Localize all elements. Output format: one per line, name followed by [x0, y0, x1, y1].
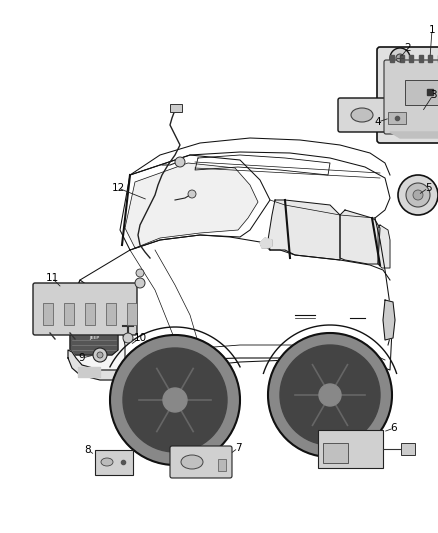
Bar [106, 303, 116, 325]
Bar [78, 367, 100, 377]
Text: JEEP: JEEP [89, 336, 99, 340]
FancyBboxPatch shape [384, 60, 438, 134]
Circle shape [93, 348, 107, 362]
Bar [64, 303, 74, 325]
Bar [43, 303, 53, 325]
Bar [399, 55, 403, 62]
Circle shape [97, 352, 103, 358]
FancyBboxPatch shape [377, 47, 438, 143]
Text: 6: 6 [391, 423, 397, 433]
Circle shape [87, 297, 103, 313]
Text: 2: 2 [405, 43, 411, 53]
Circle shape [280, 345, 380, 445]
Circle shape [123, 333, 133, 343]
Bar [405, 80, 438, 105]
Bar [318, 430, 383, 468]
Circle shape [175, 157, 185, 167]
Polygon shape [340, 210, 380, 264]
FancyBboxPatch shape [33, 283, 137, 335]
Bar [218, 459, 226, 471]
Circle shape [110, 335, 240, 465]
Bar [323, 443, 348, 463]
Polygon shape [68, 280, 125, 378]
Circle shape [406, 183, 430, 207]
Bar [401, 443, 415, 455]
Bar [428, 55, 432, 62]
Polygon shape [70, 320, 118, 355]
Circle shape [136, 269, 144, 277]
Ellipse shape [351, 108, 373, 122]
Ellipse shape [101, 458, 113, 466]
Polygon shape [260, 238, 272, 248]
Polygon shape [383, 300, 395, 340]
Bar [409, 55, 413, 62]
Bar [418, 55, 423, 62]
Text: 8: 8 [85, 445, 91, 455]
Polygon shape [390, 132, 438, 138]
Circle shape [135, 278, 145, 288]
Text: 3: 3 [430, 90, 436, 100]
FancyBboxPatch shape [338, 98, 424, 132]
Circle shape [268, 333, 392, 457]
Polygon shape [268, 200, 340, 260]
Polygon shape [68, 350, 125, 380]
Bar [390, 55, 394, 62]
Polygon shape [125, 163, 258, 248]
Circle shape [390, 48, 410, 68]
Bar [85, 303, 95, 325]
Text: 5: 5 [425, 183, 431, 193]
Circle shape [123, 348, 227, 452]
Text: 7: 7 [235, 443, 241, 453]
Polygon shape [70, 288, 128, 322]
Text: 9: 9 [79, 353, 85, 363]
Ellipse shape [181, 455, 203, 469]
Bar [388, 112, 406, 124]
Text: 11: 11 [46, 273, 59, 283]
Text: 10: 10 [134, 333, 147, 343]
Polygon shape [378, 225, 390, 268]
FancyBboxPatch shape [170, 446, 232, 478]
Circle shape [163, 388, 187, 412]
Text: 12: 12 [111, 183, 125, 193]
Circle shape [82, 292, 108, 318]
Circle shape [413, 190, 423, 200]
Bar [95, 450, 133, 475]
Circle shape [188, 190, 196, 198]
Circle shape [319, 384, 341, 406]
Circle shape [398, 175, 438, 215]
Text: 4: 4 [374, 117, 381, 127]
Circle shape [396, 54, 404, 62]
Bar [127, 303, 137, 325]
Bar [170, 104, 182, 112]
Text: 1: 1 [429, 25, 435, 35]
